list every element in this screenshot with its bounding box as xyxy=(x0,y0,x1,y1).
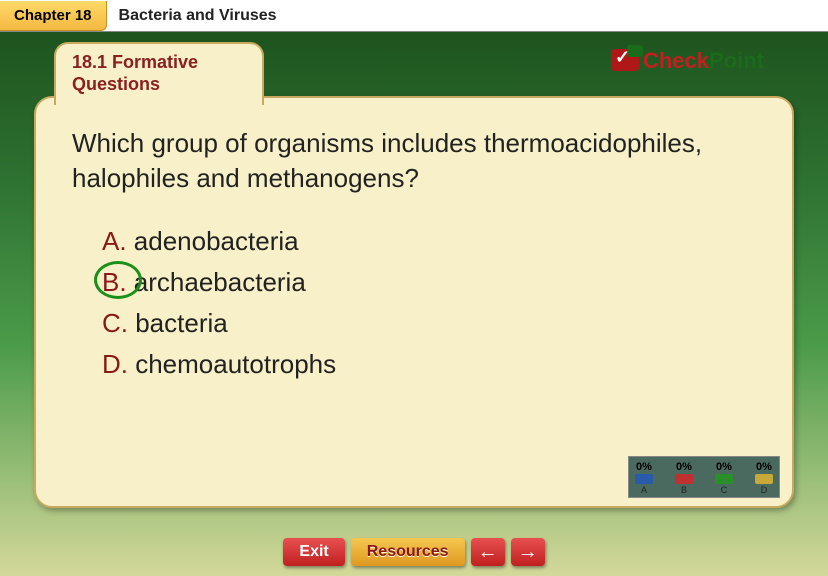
next-arrow-button[interactable]: → xyxy=(511,538,545,566)
poll-percent: 0% xyxy=(755,461,773,473)
answer-text: adenobacteria xyxy=(127,226,299,256)
checkpoint-logo: CheckPoint xyxy=(611,48,764,74)
poll-percent: 0% xyxy=(715,461,733,473)
checkmark-icon xyxy=(611,49,639,71)
answer-option[interactable]: A. adenobacteria xyxy=(102,222,756,261)
answer-text: chemoautotrophs xyxy=(128,349,336,379)
answer-letter: B. xyxy=(102,263,127,302)
poll-item: 0% C xyxy=(715,461,733,495)
poll-bar xyxy=(755,474,773,484)
answer-option[interactable]: C. bacteria xyxy=(102,304,756,343)
poll-bar xyxy=(675,474,693,484)
chapter-label: Chapter 18 xyxy=(14,7,92,24)
poll-chart: 0% A 0% B 0% C 0% D xyxy=(628,456,780,498)
section-tab-line1: 18.1 Formative xyxy=(72,52,238,74)
header-bar: Chapter 18 Bacteria and Viruses xyxy=(0,0,828,32)
answer-letter: D. xyxy=(102,349,128,379)
poll-percent: 0% xyxy=(635,461,653,473)
poll-label: C xyxy=(715,485,733,495)
section-tab-line2: Questions xyxy=(72,74,238,96)
poll-item: 0% A xyxy=(635,461,653,495)
poll-bar xyxy=(715,474,733,484)
poll-label: D xyxy=(755,485,773,495)
resources-button[interactable]: Resources xyxy=(351,538,465,566)
poll-item: 0% B xyxy=(675,461,693,495)
poll-label: B xyxy=(675,485,693,495)
section-tab: 18.1 Formative Questions xyxy=(54,42,264,105)
answer-text: bacteria xyxy=(128,308,228,338)
logo-check-text: Check xyxy=(643,48,709,73)
answer-option[interactable]: B. archaebacteria xyxy=(102,263,756,302)
chapter-tab: Chapter 18 xyxy=(0,1,107,31)
poll-label: A xyxy=(635,485,653,495)
question-card: Which group of organisms includes thermo… xyxy=(34,96,794,508)
answer-option[interactable]: D. chemoautotrophs xyxy=(102,345,756,384)
answer-list: A. adenobacteria B. archaebacteria C. ba… xyxy=(102,222,756,384)
answer-text: archaebacteria xyxy=(127,267,306,297)
slide-container: Chapter 18 Bacteria and Viruses 18.1 For… xyxy=(0,0,828,576)
answer-letter: A. xyxy=(102,226,127,256)
poll-bar xyxy=(635,474,653,484)
logo-point-text: Point xyxy=(709,48,764,73)
answer-letter: C. xyxy=(102,308,128,338)
question-text: Which group of organisms includes thermo… xyxy=(72,126,756,196)
poll-percent: 0% xyxy=(675,461,693,473)
content-area: 18.1 Formative Questions CheckPoint Whic… xyxy=(34,42,794,508)
exit-button[interactable]: Exit xyxy=(283,538,344,566)
chapter-title: Bacteria and Viruses xyxy=(107,7,277,25)
bottom-nav: Exit Resources ← → xyxy=(0,538,828,566)
poll-item: 0% D xyxy=(755,461,773,495)
prev-arrow-button[interactable]: ← xyxy=(471,538,505,566)
